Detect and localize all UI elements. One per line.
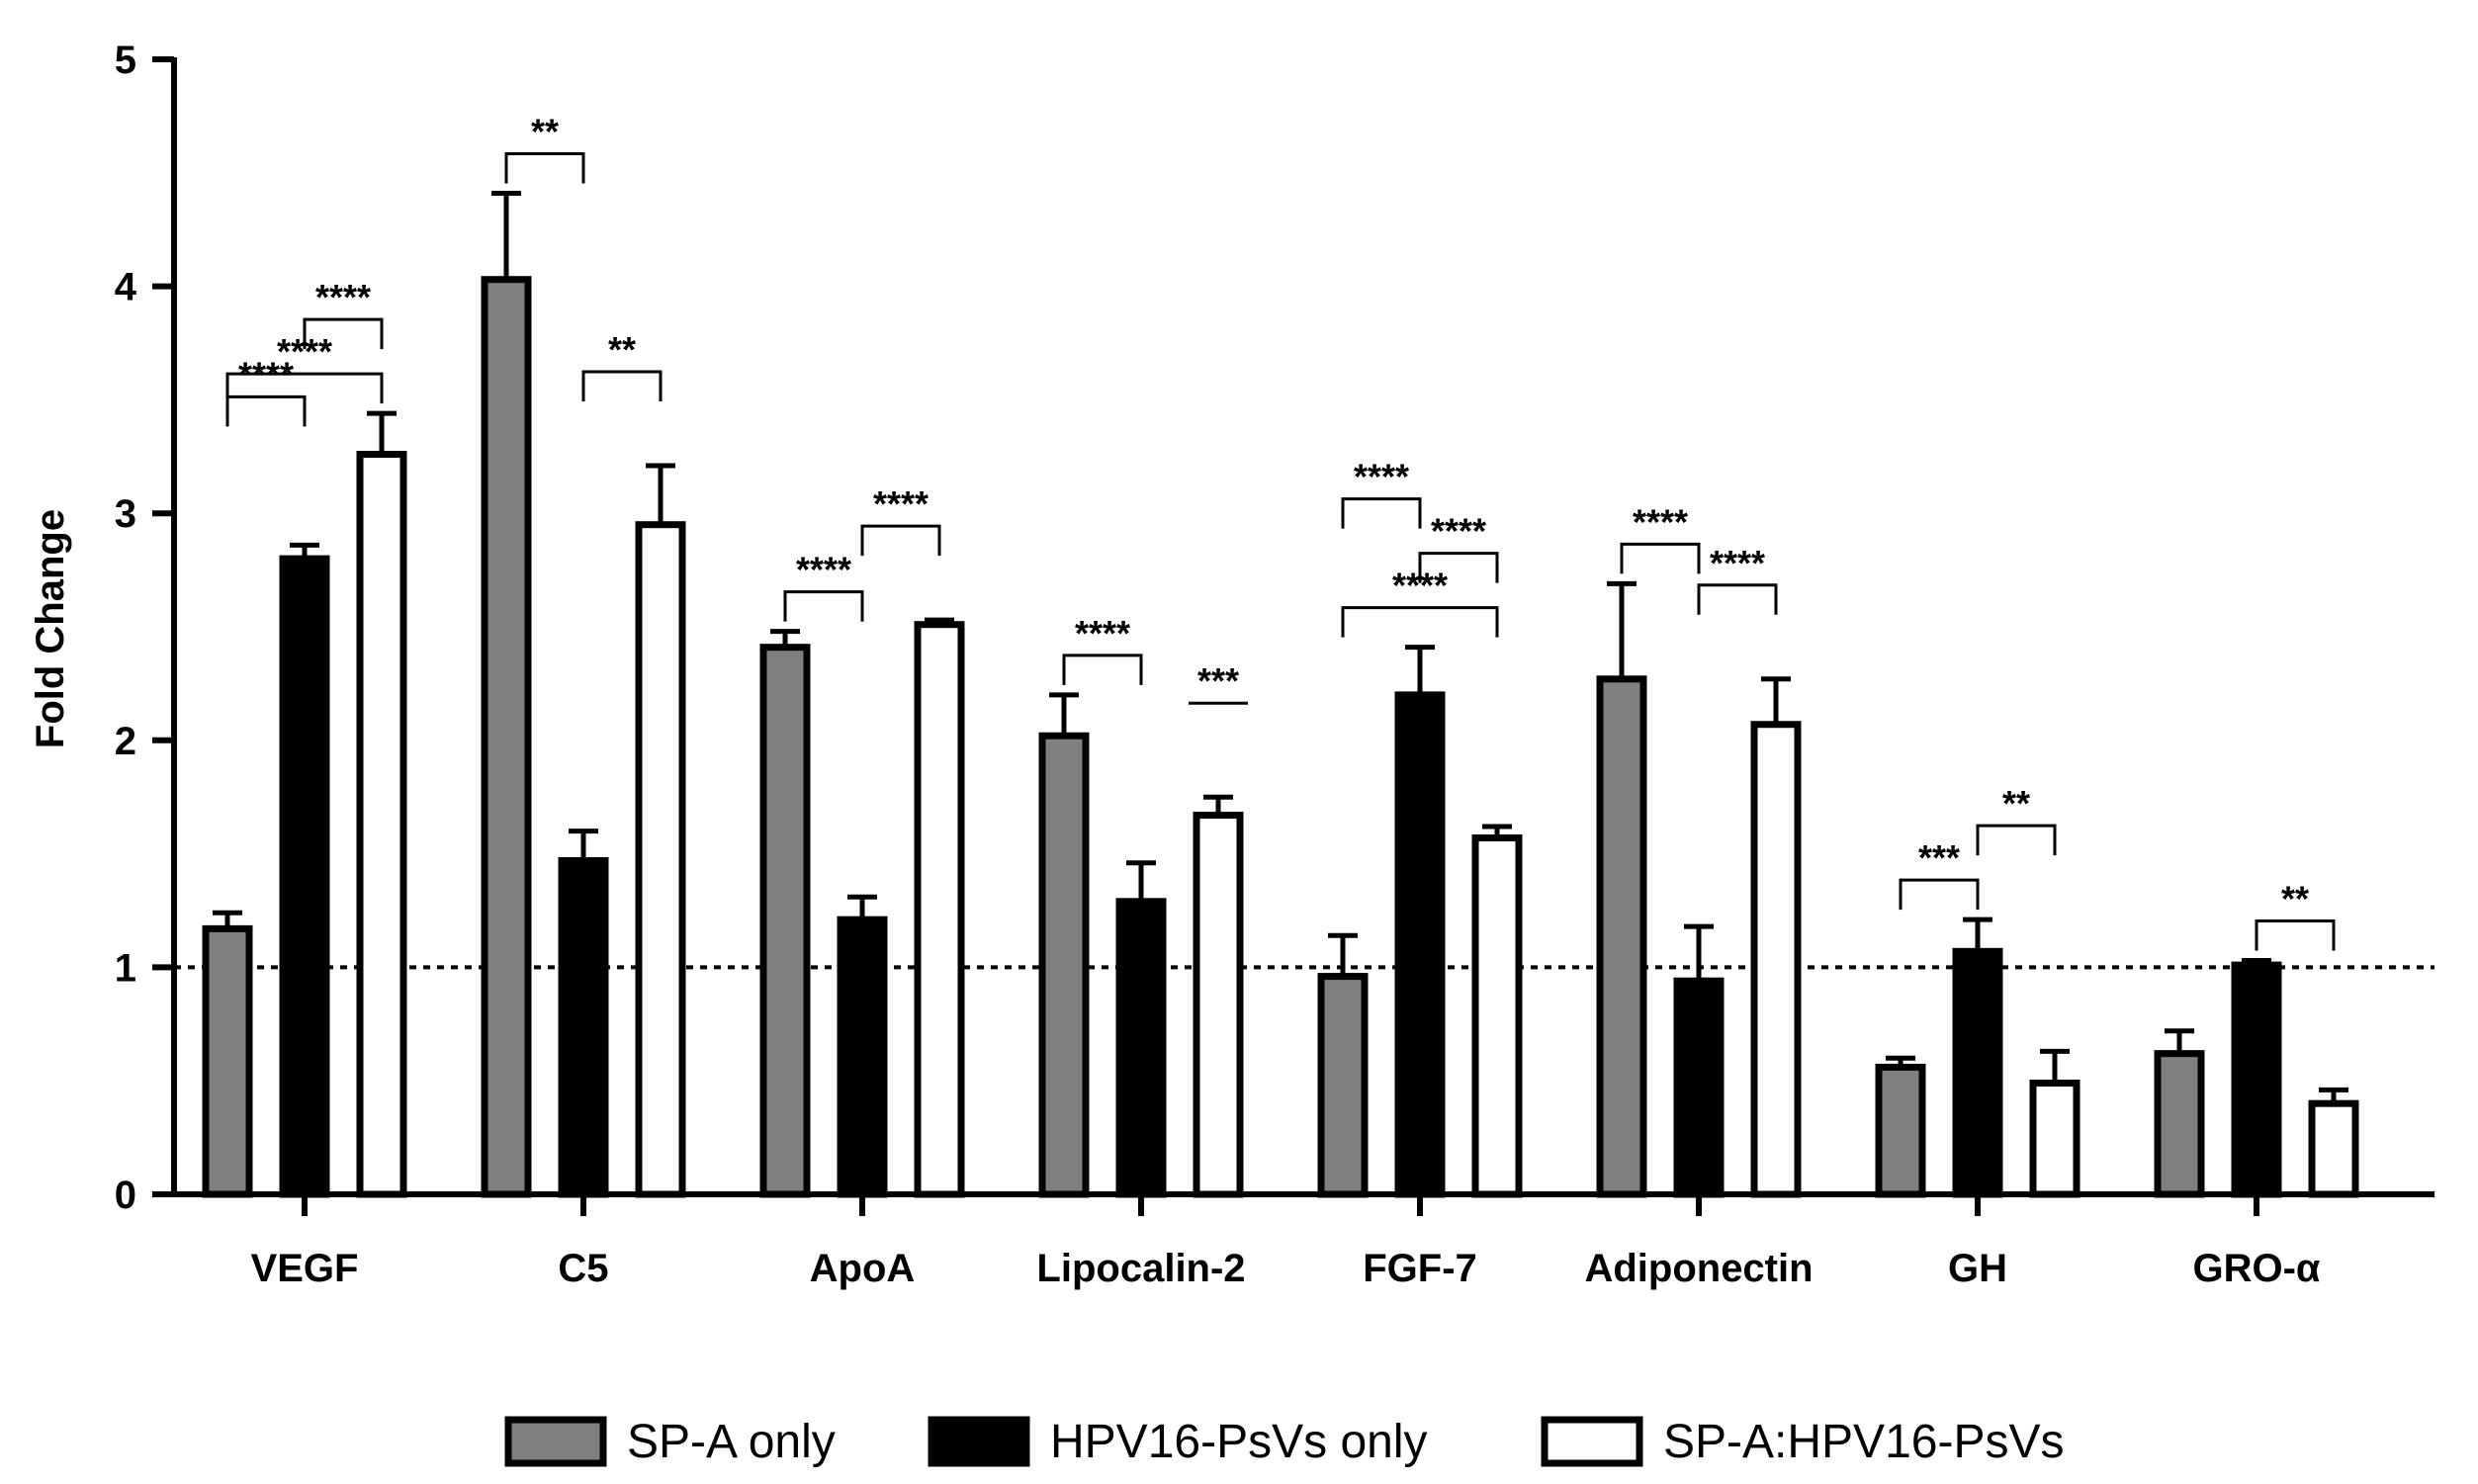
legend-swatch-sp-a-hpv16-psvs	[1541, 1416, 1643, 1467]
bar-lipocalin-2-sp-a-hpv16-psvs	[1193, 812, 1244, 1198]
significance-c5-0-1-bracket	[504, 151, 585, 184]
bar-apoa-sp-a-hpv16-psvs	[914, 621, 965, 1198]
y-tick-label-4: 4	[115, 266, 137, 309]
bar-c5-hpv16-psvs-only	[558, 856, 609, 1198]
legend-label-sp-a-hpv16-psvs: SP-A:HPV16-PsVs	[1663, 1416, 2064, 1468]
bar-gh-hpv16-psvs-only	[1952, 947, 2003, 1198]
significance-gro-1-2-label: **	[2281, 879, 2309, 919]
bar-vegf-hpv16-psvs-only	[279, 555, 330, 1198]
y-tick-label-2: 2	[115, 720, 136, 763]
significance-gh-1-2-bracket	[1976, 824, 2057, 856]
bar-c5-sp-a-hpv16-psvs	[635, 521, 686, 1198]
significance-fgf-7-0-1-label: ****	[1354, 457, 1409, 497]
bar-adiponectin-hpv16-psvs-only	[1673, 977, 1725, 1198]
significance-layer: ****************************************…	[225, 111, 2336, 951]
bar-gro-sp-a-only	[2154, 1050, 2205, 1198]
significance-gro-1-2-bracket	[2255, 919, 2336, 951]
significance-fgf-7-1-2-label: ****	[1431, 511, 1486, 552]
bar-adiponectin-sp-a-hpv16-psvs	[1750, 721, 1802, 1198]
significance-vegf-0-1-label: ****	[238, 354, 294, 394]
bar-apoa-hpv16-psvs-only	[837, 916, 888, 1198]
bar-vegf-sp-a-hpv16-psvs	[356, 451, 407, 1198]
x-tick-label-apoa: ApoA	[810, 1247, 916, 1290]
significance-vegf-0-2-bracket	[225, 372, 384, 404]
bar-gh-sp-a-hpv16-psvs	[2029, 1079, 2080, 1198]
x-tick-label-c5: C5	[558, 1247, 608, 1290]
x-tick-label-gh: GH	[1948, 1247, 2007, 1290]
significance-vegf-1-2-label: ****	[315, 277, 371, 317]
bar-vegf-sp-a-only	[202, 924, 253, 1198]
significance-adiponectin-1-2-bracket	[1697, 583, 1778, 615]
bar-gh-sp-a-only	[1875, 1063, 1926, 1198]
significance-fgf-7-0-2-bracket	[1341, 606, 1499, 638]
significance-apoa-0-1-label: ****	[796, 550, 851, 590]
significance-apoa-1-2-bracket	[860, 524, 941, 557]
significance-apoa-1-2-label: ****	[873, 483, 929, 524]
significance-lipocalin-2-0-1-bracket	[1062, 654, 1143, 685]
significance-c5-1-2-bracket	[581, 370, 663, 401]
y-tick-label-5: 5	[115, 39, 136, 82]
bar-apoa-sp-a-only	[759, 644, 811, 1198]
bar-fgf-7-sp-a-only	[1317, 973, 1369, 1198]
significance-vegf-1-2-bracket	[303, 317, 384, 350]
x-tick-label-lipocalin-2: Lipocalin-2	[1036, 1247, 1245, 1290]
legend-swatch-hpv16-psvs-only	[928, 1416, 1030, 1467]
legend-label-sp-a-only: SP-A only	[627, 1416, 836, 1468]
bar-fgf-7-sp-a-hpv16-psvs	[1471, 834, 1523, 1198]
axes-layer: 0 1 2 3 4 5 VEGF C5 ApoA Lipocalin-2 FGF-7 Adiponec…	[115, 39, 2434, 1290]
legend-swatch-sp-a-only	[504, 1416, 607, 1467]
legend: SP-A only HPV16-PsVs only SP-A:HPV16-PsVs	[504, 1416, 2064, 1468]
significance-c5-1-2-label: **	[608, 329, 636, 370]
significance-gh-0-1-label: ***	[1918, 837, 1960, 878]
x-tick-label-fgf-7: FGF-7	[1363, 1247, 1477, 1290]
significance-apoa-0-1-bracket	[783, 590, 864, 622]
bar-gro-sp-a-hpv16-psvs	[2308, 1099, 2359, 1198]
significance-fgf-7-0-1-bracket	[1341, 497, 1422, 529]
bar-lipocalin-2-hpv16-psvs-only	[1115, 898, 1167, 1198]
significance-adiponectin-0-1-bracket	[1620, 542, 1701, 574]
significance-adiponectin-1-2-label: ****	[1710, 543, 1765, 583]
x-tick-label-gro: GRO-α	[2192, 1247, 2320, 1290]
bar-c5-sp-a-only	[481, 276, 532, 1198]
significance-lipocalin-2-0-1-label: ****	[1075, 613, 1130, 654]
significance-c5-0-1-label: **	[531, 111, 559, 151]
significance-fgf-7-1-2-bracket	[1418, 552, 1499, 583]
significance-vegf-0-1-bracket	[225, 394, 307, 427]
y-tick-label-1: 1	[115, 946, 136, 990]
significance-gh-1-2-label: **	[2002, 783, 2030, 824]
bar-lipocalin-2-sp-a-only	[1038, 732, 1090, 1198]
bars-layer	[202, 190, 2359, 1198]
significance-gh-0-1-bracket	[1899, 878, 1980, 911]
significance-lipocalin-2-2-2-label: ***	[1197, 660, 1239, 701]
y-tick-label-3: 3	[115, 492, 136, 536]
bar-adiponectin-sp-a-only	[1596, 675, 1647, 1198]
significance-adiponectin-0-1-label: ****	[1633, 501, 1688, 542]
x-tick-label-adiponectin: Adiponectin	[1584, 1247, 1813, 1290]
bar-gro-hpv16-psvs-only	[2231, 961, 2282, 1198]
legend-label-hpv16-psvs-only: HPV16-PsVs only	[1050, 1416, 1428, 1468]
y-tick-label-0: 0	[115, 1174, 136, 1217]
y-axis-label: Fold Change	[29, 509, 72, 748]
x-tick-label-vegf: VEGF	[251, 1247, 359, 1290]
bar-fgf-7-hpv16-psvs-only	[1394, 691, 1446, 1198]
